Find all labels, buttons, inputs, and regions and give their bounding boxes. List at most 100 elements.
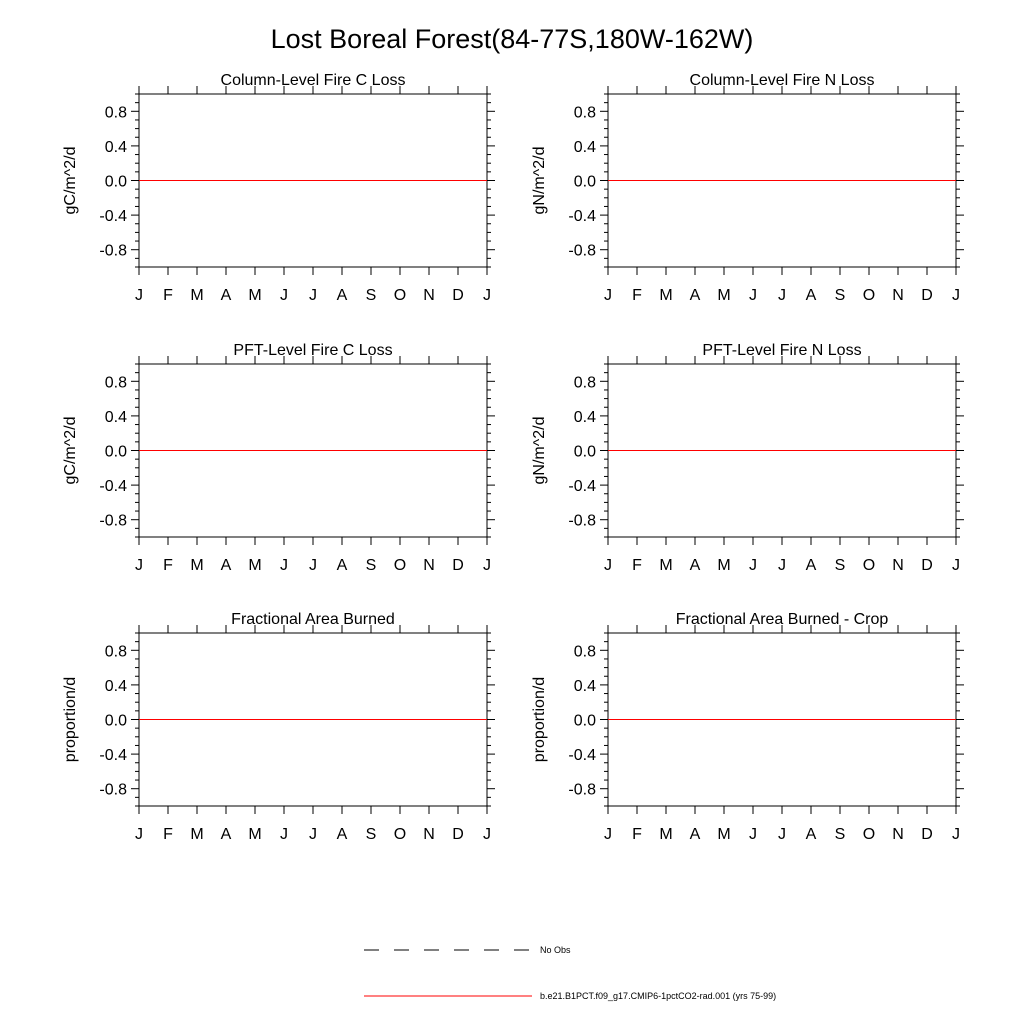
y-tick-label: 0.0 [574,444,596,461]
y-tick-label: -0.4 [568,208,596,225]
x-tick-label: O [863,557,875,574]
y-tick-label: -0.4 [568,478,596,495]
chart-panel: Fractional Area Burned - Crop 0.8 0.4 0.0 -0… [531,611,964,843]
x-tick-label: J [778,826,786,843]
chart-panel: Column-Level Fire N Loss 0.8 0.4 0.0 -0.4 -0.… [531,72,964,304]
y-tick-label: -0.4 [99,747,127,764]
figure-title: Lost Boreal Forest(84-77S,180W-162W) [271,24,754,54]
x-tick-label: M [190,287,203,304]
x-tick-label: J [483,826,491,843]
y-tick-label: -0.4 [99,478,127,495]
x-tick-label: J [280,826,288,843]
x-tick-label: F [632,826,642,843]
x-tick-label: O [863,826,875,843]
x-tick-label: D [452,287,464,304]
y-tick-label: 0.4 [105,409,127,426]
x-tick-label: M [717,826,730,843]
y-tick-label: 0.8 [105,104,127,121]
y-tick-label: 0.0 [105,713,127,730]
y-tick-label: 0.4 [574,139,596,156]
x-tick-label: D [452,557,464,574]
chart-panel: Column-Level Fire C Loss 0.8 0.4 0.0 -0.4 -0.… [62,72,495,304]
y-tick-label: 0.0 [105,174,127,191]
x-tick-label: M [190,557,203,574]
x-tick-label: J [749,557,757,574]
y-tick-label: -0.4 [568,747,596,764]
x-tick-label: J [749,826,757,843]
x-tick-label: M [717,557,730,574]
x-tick-label: D [921,287,933,304]
x-tick-label: A [337,287,348,304]
x-tick-label: A [806,826,817,843]
x-tick-label: D [921,557,933,574]
y-tick-label: -0.8 [99,513,127,530]
x-tick-label: N [892,287,904,304]
x-tick-label: N [892,826,904,843]
x-tick-label: J [604,557,612,574]
x-tick-label: J [483,287,491,304]
x-tick-label: M [659,557,672,574]
x-tick-label: A [690,826,701,843]
x-tick-label: D [921,826,933,843]
panel-title: Fractional Area Burned - Crop [676,611,889,628]
panel-grid: Column-Level Fire C Loss 0.8 0.4 0.0 -0.4 -0.… [62,72,964,843]
x-tick-label: J [952,557,960,574]
x-tick-label: O [394,557,406,574]
x-tick-label: A [337,826,348,843]
x-tick-label: A [337,557,348,574]
x-tick-label: A [690,557,701,574]
x-tick-label: J [778,557,786,574]
x-tick-label: S [835,287,846,304]
x-tick-label: J [778,287,786,304]
legend: No Obs b.e21.B1PCT.f09_g17.CMIP6-1pctCO2… [364,945,776,1001]
y-axis-label: gC/m^2/d [62,417,79,485]
y-axis-label: proportion/d [62,677,79,762]
y-axis-label: gC/m^2/d [62,147,79,215]
x-tick-label: A [690,287,701,304]
x-tick-label: F [632,557,642,574]
y-tick-label: 0.0 [105,444,127,461]
x-tick-label: S [366,557,377,574]
x-tick-label: A [806,557,817,574]
x-tick-label: J [280,557,288,574]
x-tick-label: F [632,287,642,304]
panel-title: PFT-Level Fire N Loss [702,342,861,359]
legend-label-model: b.e21.B1PCT.f09_g17.CMIP6-1pctCO2-rad.00… [540,991,776,1001]
x-tick-label: F [163,287,173,304]
panel-title: PFT-Level Fire C Loss [233,342,392,359]
y-tick-label: 0.4 [105,678,127,695]
x-tick-label: M [190,826,203,843]
y-tick-label: -0.8 [568,243,596,260]
y-tick-label: 0.4 [105,139,127,156]
x-tick-label: A [221,287,232,304]
x-tick-label: M [659,287,672,304]
x-tick-label: J [135,287,143,304]
y-tick-label: 0.8 [574,104,596,121]
x-tick-label: N [423,826,435,843]
x-tick-label: J [309,287,317,304]
x-tick-label: J [280,287,288,304]
y-tick-label: 0.4 [574,409,596,426]
x-tick-label: J [483,557,491,574]
x-tick-label: S [366,287,377,304]
y-axis-label: gN/m^2/d [531,147,548,215]
x-tick-label: D [452,826,464,843]
x-tick-label: A [221,826,232,843]
x-tick-label: J [952,287,960,304]
x-tick-label: F [163,557,173,574]
y-tick-label: -0.8 [568,513,596,530]
legend-label-no-obs: No Obs [540,945,571,955]
x-tick-label: A [221,557,232,574]
panel-title: Column-Level Fire C Loss [221,72,406,89]
y-tick-label: -0.8 [568,782,596,799]
x-tick-label: J [604,287,612,304]
x-tick-label: F [163,826,173,843]
y-tick-label: 0.8 [574,643,596,660]
y-tick-label: 0.8 [574,374,596,391]
y-axis-label: gN/m^2/d [531,417,548,485]
x-tick-label: N [423,287,435,304]
x-tick-label: J [952,826,960,843]
x-tick-label: J [309,557,317,574]
y-tick-label: 0.8 [105,643,127,660]
y-tick-label: -0.4 [99,208,127,225]
